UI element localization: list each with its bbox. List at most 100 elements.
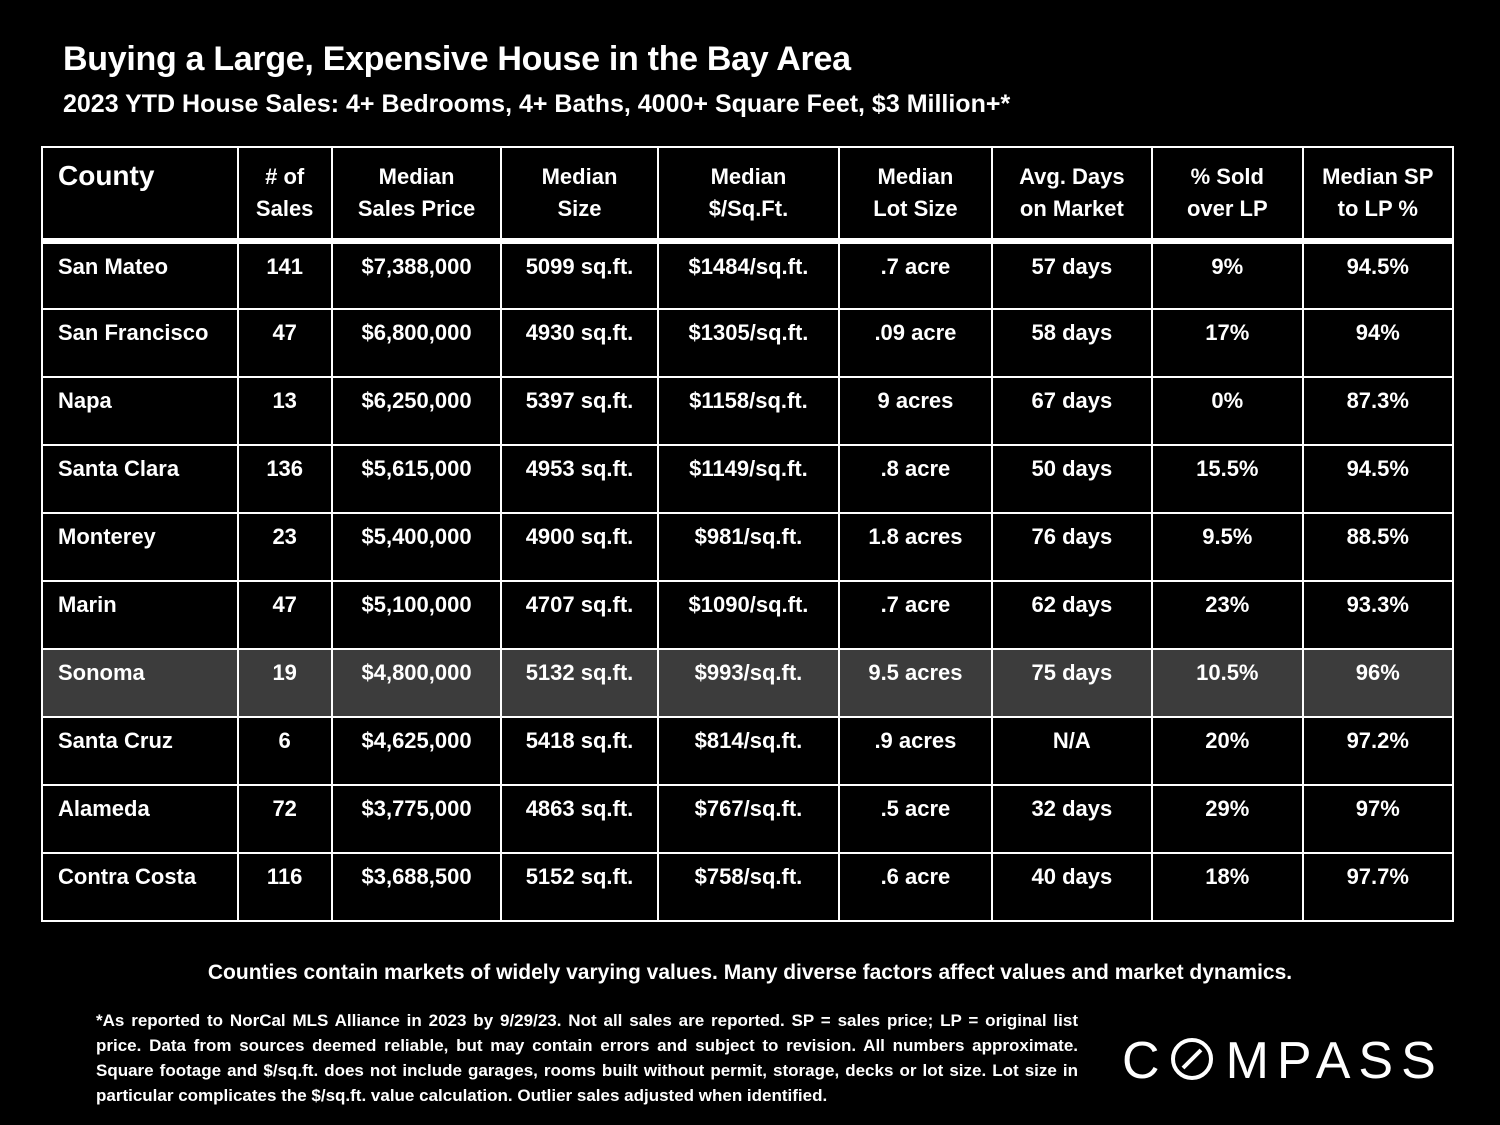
table-cell: .7 acre bbox=[838, 580, 993, 650]
table-row: Monterey 23 $5,400,000 4900 sq.ft. $981/sq.f… bbox=[41, 512, 1455, 582]
table-cell: 9% bbox=[1151, 240, 1304, 310]
table-cell: 75 days bbox=[990, 648, 1154, 718]
county-cell: Santa Clara bbox=[41, 444, 239, 514]
table-cell: 5132 sq.ft. bbox=[500, 648, 659, 718]
table-cell: .5 acre bbox=[838, 784, 993, 854]
county-cell: Napa bbox=[41, 376, 239, 446]
table-cell: 47 bbox=[236, 308, 333, 378]
column-header-line1: Median bbox=[541, 164, 618, 189]
page-title: Buying a Large, Expensive House in the B… bbox=[63, 40, 851, 78]
table-cell: 47 bbox=[236, 580, 333, 650]
table-cell: 136 bbox=[236, 444, 333, 514]
table-cell: 1.8 acres bbox=[838, 512, 993, 582]
sales-table: County # of Sales Median Sales Price Median Si… bbox=[41, 146, 1455, 922]
column-header-line1: County bbox=[58, 160, 155, 191]
table-row: San Mateo 141 $7,388,000 5099 sq.ft. $1484/s… bbox=[41, 240, 1455, 310]
table-cell: 116 bbox=[236, 852, 333, 922]
table-cell: $6,250,000 bbox=[330, 376, 503, 446]
table-cell: 4863 sq.ft. bbox=[500, 784, 659, 854]
column-header: # of Sales bbox=[236, 146, 333, 242]
table-cell: 76 days bbox=[990, 512, 1154, 582]
column-header: Median Sales Price bbox=[330, 146, 503, 242]
table-cell: $1158/sq.ft. bbox=[656, 376, 841, 446]
page-subtitle: 2023 YTD House Sales: 4+ Bedrooms, 4+ Ba… bbox=[63, 90, 1011, 118]
table-cell: 4900 sq.ft. bbox=[500, 512, 659, 582]
table-cell: $7,388,000 bbox=[330, 240, 503, 310]
table-cell: $993/sq.ft. bbox=[656, 648, 841, 718]
table-cell: 58 days bbox=[990, 308, 1154, 378]
table-cell: $814/sq.ft. bbox=[656, 716, 841, 786]
table-cell: 87.3% bbox=[1301, 376, 1455, 446]
table-cell: $1090/sq.ft. bbox=[656, 580, 841, 650]
table-cell: 4707 sq.ft. bbox=[500, 580, 659, 650]
column-header-line2: Sales bbox=[255, 196, 314, 221]
column-header-line2: Size bbox=[557, 196, 602, 221]
table-cell: $5,615,000 bbox=[330, 444, 503, 514]
table-cell: 18% bbox=[1151, 852, 1304, 922]
table-cell: $767/sq.ft. bbox=[656, 784, 841, 854]
table-cell: $1484/sq.ft. bbox=[656, 240, 841, 310]
table-cell: 50 days bbox=[990, 444, 1154, 514]
county-cell: Marin bbox=[41, 580, 239, 650]
table-cell: $6,800,000 bbox=[330, 308, 503, 378]
column-header-line2: Lot Size bbox=[873, 196, 958, 221]
table-cell: 97% bbox=[1301, 784, 1455, 854]
table-cell: 10.5% bbox=[1151, 648, 1304, 718]
table-cell: 32 days bbox=[990, 784, 1154, 854]
table-cell: 4930 sq.ft. bbox=[500, 308, 659, 378]
column-header-line2: Sales Price bbox=[357, 196, 476, 221]
table-cell: $1149/sq.ft. bbox=[656, 444, 841, 514]
table-cell: 13 bbox=[236, 376, 333, 446]
table-cell: 9.5% bbox=[1151, 512, 1304, 582]
column-header-line1: Median bbox=[378, 164, 455, 189]
table-cell: 5418 sq.ft. bbox=[500, 716, 659, 786]
column-header-line2: $/Sq.Ft. bbox=[708, 196, 789, 221]
column-header-line2: on Market bbox=[1019, 196, 1124, 221]
table-cell: 96% bbox=[1301, 648, 1455, 718]
column-header: Median $/Sq.Ft. bbox=[656, 146, 841, 242]
table-header-row: County # of Sales Median Sales Price Median Si… bbox=[41, 146, 1455, 242]
table-cell: .09 acre bbox=[838, 308, 993, 378]
table-cell: 23% bbox=[1151, 580, 1304, 650]
table-cell: 97.2% bbox=[1301, 716, 1455, 786]
table-cell: 20% bbox=[1151, 716, 1304, 786]
table-body: San Mateo 141 $7,388,000 5099 sq.ft. $1484/s… bbox=[41, 240, 1455, 922]
table-cell: 88.5% bbox=[1301, 512, 1455, 582]
table-cell: 40 days bbox=[990, 852, 1154, 922]
table-cell: 5397 sq.ft. bbox=[500, 376, 659, 446]
table-cell: 57 days bbox=[990, 240, 1154, 310]
table-cell: 67 days bbox=[990, 376, 1154, 446]
table-cell: 141 bbox=[236, 240, 333, 310]
table-cell: 17% bbox=[1151, 308, 1304, 378]
county-cell: Monterey bbox=[41, 512, 239, 582]
table-cell: 94.5% bbox=[1301, 444, 1455, 514]
table-cell: 29% bbox=[1151, 784, 1304, 854]
column-header-line1: # of bbox=[265, 164, 305, 189]
table-cell: 4953 sq.ft. bbox=[500, 444, 659, 514]
table-cell: $4,800,000 bbox=[330, 648, 503, 718]
table-cell: .9 acres bbox=[838, 716, 993, 786]
footnote: *As reported to NorCal MLS Alliance in 2… bbox=[96, 1011, 1078, 1105]
table-row: Sonoma 19 $4,800,000 5132 sq.ft. $993/sq.ft.… bbox=[41, 648, 1455, 718]
column-header-line2: over LP bbox=[1186, 196, 1268, 221]
county-cell: Alameda bbox=[41, 784, 239, 854]
table-cell: 0% bbox=[1151, 376, 1304, 446]
table-cell: $5,400,000 bbox=[330, 512, 503, 582]
table-cell: $3,775,000 bbox=[330, 784, 503, 854]
table-cell: $3,688,500 bbox=[330, 852, 503, 922]
compass-logo: C MPASS bbox=[1122, 1035, 1444, 1087]
table-cell: 23 bbox=[236, 512, 333, 582]
table-cell: 94.5% bbox=[1301, 240, 1455, 310]
table-cell: 19 bbox=[236, 648, 333, 718]
summary-note: Counties contain markets of widely varyi… bbox=[207, 961, 1293, 984]
table-cell: 6 bbox=[236, 716, 333, 786]
table-row: San Francisco 47 $6,800,000 4930 sq.ft. $130… bbox=[41, 308, 1455, 378]
table-cell: 94% bbox=[1301, 308, 1455, 378]
column-header: % Sold over LP bbox=[1151, 146, 1304, 242]
table-cell: 93.3% bbox=[1301, 580, 1455, 650]
table-row: Santa Clara 136 $5,615,000 4953 sq.ft. $1149… bbox=[41, 444, 1455, 514]
table-row: Santa Cruz 6 $4,625,000 5418 sq.ft. $814/sq.… bbox=[41, 716, 1455, 786]
table-cell: .6 acre bbox=[838, 852, 993, 922]
table-cell: 5152 sq.ft. bbox=[500, 852, 659, 922]
table-row: Contra Costa 116 $3,688,500 5152 sq.ft. $758… bbox=[41, 852, 1455, 922]
